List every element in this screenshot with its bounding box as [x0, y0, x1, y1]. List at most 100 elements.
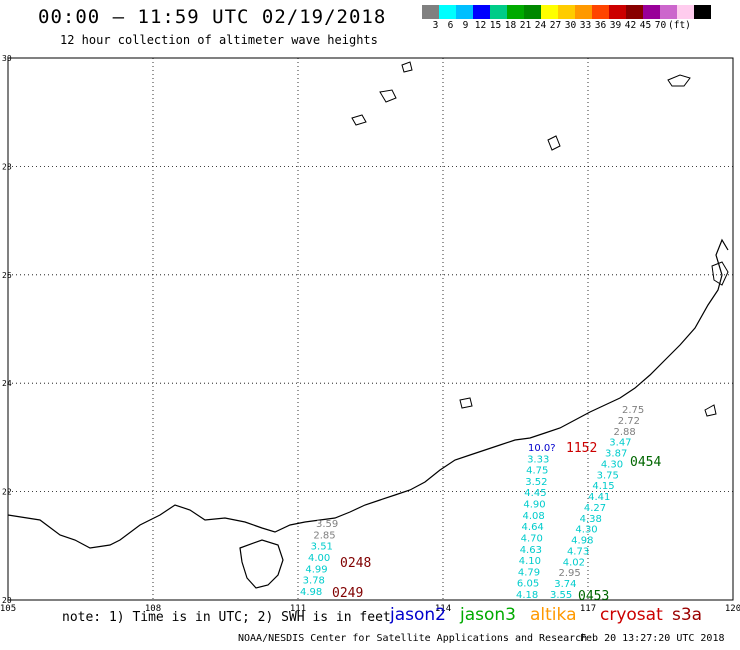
wave-height-value: 3.52: [525, 477, 547, 488]
legend-label: 33: [579, 20, 592, 31]
satellite-label: altika: [530, 605, 577, 625]
legend-label: 6: [447, 20, 454, 31]
wave-height-value: 3.33: [527, 454, 549, 465]
credit-timestamp: Feb 20 13:27:20 UTC 2018: [580, 633, 725, 644]
wave-height-value: 3.75: [597, 470, 619, 481]
wave-height-value: 3.55: [550, 590, 572, 601]
legend-swatch: [456, 5, 473, 19]
legend-label: 3: [432, 20, 439, 31]
island-outlines: [667, 74, 729, 286]
footer-note: note: 1) Time is in UTC; 2) SWH is in fe…: [62, 610, 391, 625]
lat-label: 24: [2, 379, 12, 388]
legend-swatch: [660, 5, 677, 19]
track-time-label: 0249: [332, 586, 363, 601]
wave-height-value: 4.10: [519, 556, 541, 567]
legend-swatch: [609, 5, 626, 19]
wave-height-value: 2.95: [558, 568, 580, 579]
legend-labels: 3 6 9 12 15 18 21 24 27 30 33 36 39 42 45 70 (ft): [430, 20, 691, 31]
legend-label: 45: [639, 20, 652, 31]
wave-height-value: 4.63: [520, 545, 542, 556]
track-time-label: 1152: [566, 441, 597, 456]
wave-height-value: 4.02: [563, 557, 585, 568]
wave-height-value: 4.27: [584, 503, 606, 514]
track-time-label: 0454: [630, 455, 661, 470]
page-title: 00:00 – 11:59 UTC 02/19/2018: [38, 6, 387, 28]
legend-swatch: [439, 5, 456, 19]
satellite-label: s3a: [672, 605, 703, 625]
lat-label: 22: [2, 488, 12, 497]
satellite-label: jason3: [460, 605, 516, 625]
wave-height-value: 6.05: [517, 579, 539, 590]
legend-label: 21: [519, 20, 532, 31]
wave-height-value: 3.47: [609, 438, 631, 449]
legend-label: 36: [594, 20, 607, 31]
legend-swatch: [677, 5, 694, 19]
wave-height-value: 4.00: [308, 553, 330, 564]
legend-label: 18: [504, 20, 517, 31]
wave-height-value: 4.98: [300, 587, 322, 598]
wave-height-value: 4.15: [592, 481, 614, 492]
wave-height-value: 4.75: [526, 466, 548, 477]
map-frame: [7, 57, 734, 601]
track-time-label: 0453: [578, 589, 609, 604]
coastline: [7, 238, 729, 549]
wave-height-value: 3.87: [605, 449, 627, 460]
wave-height-value: 4.73: [567, 546, 589, 557]
legend-label: 12: [474, 20, 487, 31]
lon-label: 111: [290, 604, 306, 614]
wave-height-value: 4.41: [588, 492, 610, 503]
wave-height-value: 4.38: [580, 514, 602, 525]
lon-label: 114: [435, 604, 451, 614]
legend-label: 15: [489, 20, 502, 31]
wave-height-value: 2.75: [622, 405, 644, 416]
legend-swatch: [490, 5, 507, 19]
wave-height-value: 2.85: [313, 530, 335, 541]
wave-height-value: 4.90: [523, 500, 545, 511]
small-islands: [351, 61, 717, 417]
lat-label: 30: [2, 54, 12, 63]
legend-label: 24: [534, 20, 547, 31]
wave-height-value: 4.99: [305, 564, 327, 575]
lon-label: 120: [725, 604, 740, 614]
wave-height-value: 4.18: [516, 590, 538, 601]
legend-swatch: [422, 5, 439, 19]
legend-label: 30: [564, 20, 577, 31]
wave-height-value: 2.72: [618, 416, 640, 427]
credit-text: NOAA/NESDIS Center for Satellite Applica…: [238, 633, 588, 644]
hainan-island: [239, 539, 284, 589]
wave-height-value: 4.45: [524, 488, 546, 499]
color-legend: [422, 5, 711, 19]
page-subtitle: 12 hour collection of altimeter wave hei…: [60, 33, 378, 47]
legend-label: 42: [624, 20, 637, 31]
legend-swatch: [626, 5, 643, 19]
wave-height-value: 3.59: [316, 519, 338, 530]
wave-height-value: 2.88: [614, 427, 636, 438]
wave-height-value: 3.51: [311, 542, 333, 553]
legend-swatch: [592, 5, 609, 19]
lat-label: 20: [2, 596, 12, 605]
wave-height-value: 4.08: [522, 511, 544, 522]
lon-label: 117: [580, 604, 596, 614]
legend-swatch: [643, 5, 660, 19]
wave-height-value: 4.98: [571, 536, 593, 547]
track-time-label: 0248: [340, 556, 371, 571]
legend-swatch: [541, 5, 558, 19]
legend-swatch: [558, 5, 575, 19]
satellite-label: cryosat: [600, 605, 663, 625]
wave-height-value: 4.30: [575, 525, 597, 536]
lat-label: 26: [2, 271, 12, 280]
wave-height-value: 4.70: [521, 533, 543, 544]
lon-label: 108: [145, 604, 161, 614]
legend-swatch: [694, 5, 711, 19]
legend-label: 27: [549, 20, 562, 31]
wave-height-value: 4.30: [601, 459, 623, 470]
legend-unit: (ft): [668, 20, 691, 31]
wave-height-value: 3.78: [303, 576, 325, 587]
lat-label: 28: [2, 162, 12, 171]
legend-swatch: [524, 5, 541, 19]
legend-label: 9: [462, 20, 469, 31]
legend-label: 39: [609, 20, 622, 31]
wave-height-value: 10.0?: [528, 443, 556, 454]
legend-swatch: [507, 5, 524, 19]
